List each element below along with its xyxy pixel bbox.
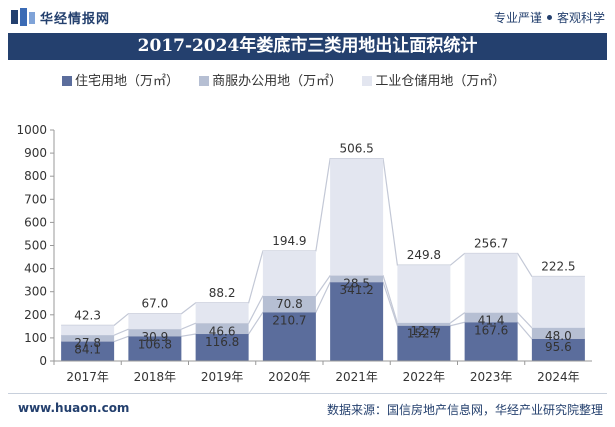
y-tick-label: 800 [24,169,47,183]
data-label-residential: 167.6 [474,323,508,337]
separator-dot-icon [546,15,552,20]
y-tick-label: 500 [24,239,47,253]
bar-segment-residential [397,325,451,361]
x-tick-label: 2017年 [66,370,109,384]
site-name: 华经情报网 [40,12,111,27]
bar-segment-industrial [397,265,451,323]
data-label-industrial: 88.2 [209,286,236,300]
y-tick-label: 200 [24,308,47,322]
legend-item-residential: 住宅用地（万㎡） [62,70,179,89]
legend-item-commercial: 商服办公用地（万㎡） [199,70,342,89]
bar-segment-residential [128,336,182,361]
data-label-commercial: 46.6 [209,324,236,338]
data-label-commercial: 41.4 [478,314,505,328]
x-tick-label: 2023年 [470,370,513,384]
legend: 住宅用地（万㎡） 商服办公用地（万㎡） 工业仓储用地（万㎡） [62,70,521,90]
y-tick-label: 700 [24,192,47,206]
bar-segment-industrial [262,250,316,296]
tagline-left: 专业严谨 [493,11,542,25]
footer-source: 数据来源：国信房地产信息网，华经产业研究院整理 [326,403,603,417]
bar-segment-residential [531,338,585,361]
data-label-commercial: 12.4 [411,324,438,338]
legend-label-commercial: 商服办公用地（万㎡） [212,74,343,89]
tagline: 专业严谨 客观科学 [494,9,605,26]
y-tick-label: 300 [24,285,47,299]
bar-segment-industrial [464,253,518,313]
legend-label-industrial: 工业仓储用地（万㎡） [375,74,506,89]
chart-title: 2017-2024年娄底市三类用地出让面积统计 [137,36,478,56]
data-label-industrial: 256.7 [474,236,508,250]
y-tick-label: 100 [24,331,47,345]
data-label-commercial: 70.8 [276,297,303,311]
bar-segment-residential [262,312,316,361]
x-tick-label: 2019年 [201,370,244,384]
data-label-industrial: 42.3 [74,308,101,322]
x-tick-label: 2018年 [134,370,177,384]
legend-item-industrial: 工业仓储用地（万㎡） [362,70,505,89]
data-label-commercial: 28.5 [343,277,370,291]
data-label-residential: 95.6 [545,340,572,354]
bar-segment-commercial [61,335,115,342]
bar-segment-commercial [464,312,518,323]
bar-segment-commercial [397,322,451,326]
data-label-residential: 116.8 [205,335,239,349]
huajing-logo-icon [11,8,35,26]
footer-divider [8,393,607,394]
legend-swatch-residential [62,76,72,86]
bar-segment-commercial [195,323,249,335]
bar-segment-industrial [330,158,384,276]
data-label-residential: 210.7 [272,313,306,327]
bar-segment-industrial [61,325,115,336]
data-label-residential: 341.2 [339,283,373,297]
y-tick-label: 1000 [16,123,47,137]
x-tick-label: 2020年 [268,370,311,384]
data-label-industrial: 249.8 [407,248,441,262]
bar-segment-residential [195,334,249,361]
top-bar: 华经情报网 专业严谨 客观科学 [0,0,615,32]
bar-segment-residential [464,322,518,361]
x-tick-label: 2021年 [335,370,378,384]
bar-segment-residential [61,341,115,361]
legend-label-residential: 住宅用地（万㎡） [75,74,180,89]
data-label-residential: 84.1 [74,343,101,357]
bar-segment-commercial [128,329,182,337]
title-bar: 2017-2024年娄底市三类用地出让面积统计 [8,33,607,60]
legend-swatch-commercial [199,76,210,86]
bar-segment-industrial [195,302,249,324]
bar-segment-industrial [128,313,182,330]
bar-segment-commercial [262,295,316,313]
x-tick-label: 2022年 [403,370,446,384]
legend-swatch-industrial [362,76,373,86]
footer-url: www.huaon.com [18,401,130,415]
stacked-bar-chart: 0 100 200 300 400 500 600 700 800 900 1000 84.127.8… [16,123,592,384]
data-label-residential: 152.7 [407,327,441,341]
bar-segment-industrial [531,276,585,328]
data-label-residential: 106.8 [138,337,172,351]
data-label-industrial: 67.0 [142,297,169,311]
bar-segment-residential [330,282,384,361]
data-label-commercial: 48.0 [545,329,572,343]
y-tick-label: 400 [24,262,47,276]
data-label-commercial: 27.8 [74,336,101,350]
y-tick-label: 900 [24,146,47,160]
bar-segment-commercial [330,275,384,283]
tagline-right: 客观科学 [556,11,605,25]
data-label-industrial: 194.9 [272,234,306,248]
bar-segment-commercial [531,327,585,339]
data-label-commercial: 30.9 [142,330,169,344]
data-label-industrial: 506.5 [339,142,373,156]
data-label-industrial: 222.5 [541,259,575,273]
x-tick-label: 2024年 [537,370,580,384]
y-tick-label: 600 [24,215,47,229]
y-tick-label: 0 [39,354,47,368]
